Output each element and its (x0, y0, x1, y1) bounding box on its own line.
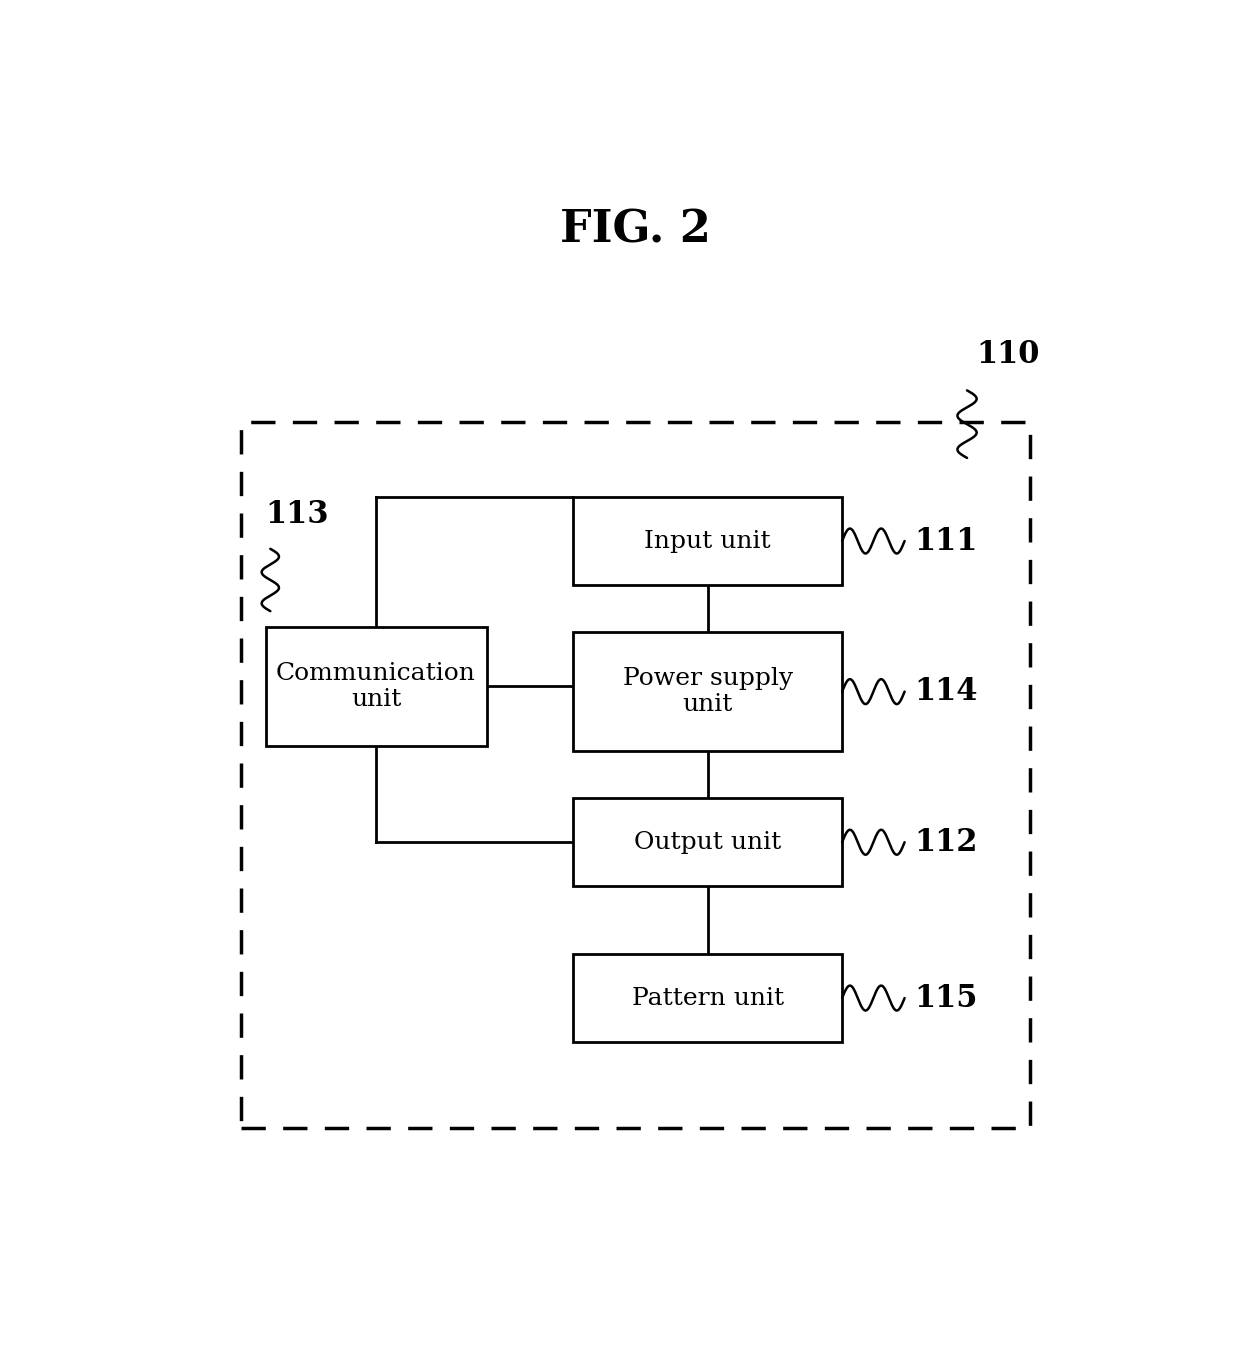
Text: Pattern unit: Pattern unit (631, 986, 784, 1009)
Text: 110: 110 (977, 339, 1040, 370)
Bar (242, 422, 1029, 1128)
Text: 111: 111 (914, 526, 977, 557)
Bar (573, 631, 842, 751)
Text: Output unit: Output unit (634, 831, 781, 854)
Bar (265, 627, 486, 746)
Text: FIG. 2: FIG. 2 (560, 209, 711, 252)
Text: 115: 115 (914, 982, 977, 1013)
Bar (573, 799, 842, 886)
Bar (573, 954, 842, 1043)
Text: 112: 112 (914, 827, 977, 858)
Text: 114: 114 (914, 676, 977, 707)
Text: Power supply
unit: Power supply unit (622, 666, 792, 716)
Text: Communication
unit: Communication unit (277, 661, 476, 711)
Text: Input unit: Input unit (645, 530, 771, 553)
Bar (573, 496, 842, 585)
Text: 113: 113 (265, 499, 329, 530)
